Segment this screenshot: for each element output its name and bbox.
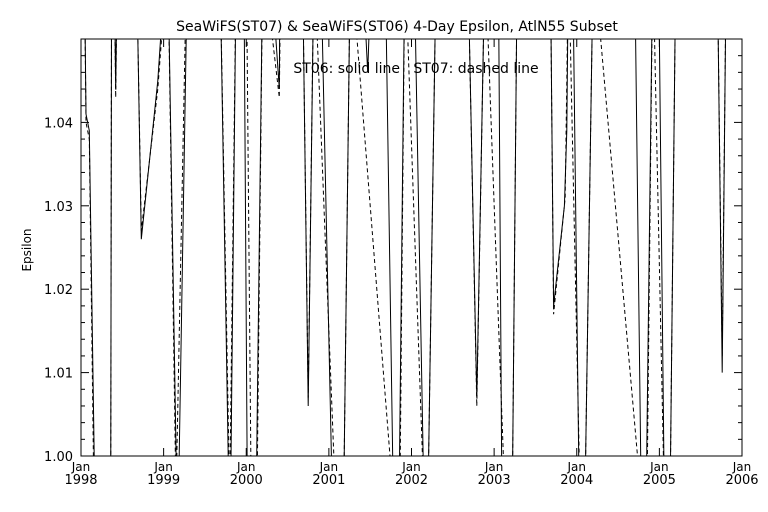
y-tick-label: 1.03 bbox=[44, 200, 73, 215]
y-tick-label: 1.02 bbox=[44, 283, 73, 298]
x-tick-year: 2002 bbox=[395, 473, 428, 488]
axes bbox=[80, 38, 743, 457]
x-tick-month: Jan bbox=[732, 460, 752, 474]
x-tick-month: Jan bbox=[236, 460, 256, 474]
x-tick-month: Jan bbox=[401, 460, 421, 474]
x-tick-month: Jan bbox=[649, 460, 669, 474]
x-tick-month: Jan bbox=[319, 460, 339, 474]
y-tick-label: 1.00 bbox=[44, 450, 73, 465]
x-tick-year: 2005 bbox=[643, 473, 676, 488]
x-tick-month: Jan bbox=[153, 460, 173, 474]
x-tick-year: 2003 bbox=[478, 473, 511, 488]
x-tick-month: Jan bbox=[567, 460, 587, 474]
x-tick-year: 2000 bbox=[230, 473, 263, 488]
x-tick-year: 2004 bbox=[560, 473, 593, 488]
x-tick-month: Jan bbox=[484, 460, 504, 474]
x-tick-year: 2001 bbox=[312, 473, 345, 488]
y-tick-label: 1.01 bbox=[44, 367, 73, 382]
line-style-annotation: ST06: solid line ST07: dashed line bbox=[293, 61, 538, 77]
series-line-st07 bbox=[84, 39, 726, 456]
y-axis-label: Epsilon bbox=[20, 228, 34, 271]
y-tick-label: 1.04 bbox=[44, 116, 73, 131]
x-tick-month: Jan bbox=[71, 460, 91, 474]
x-tick-year: 1998 bbox=[64, 473, 97, 488]
x-tick-year: 2006 bbox=[725, 473, 758, 488]
plot-area bbox=[84, 39, 726, 456]
x-tick-year: 1999 bbox=[147, 473, 180, 488]
tick-labels: 1.001.011.021.031.04Jan1998Jan1999Jan200… bbox=[44, 116, 759, 488]
chart-title: SeaWiFS(ST07) & SeaWiFS(ST06) 4-Day Epsi… bbox=[176, 19, 618, 35]
